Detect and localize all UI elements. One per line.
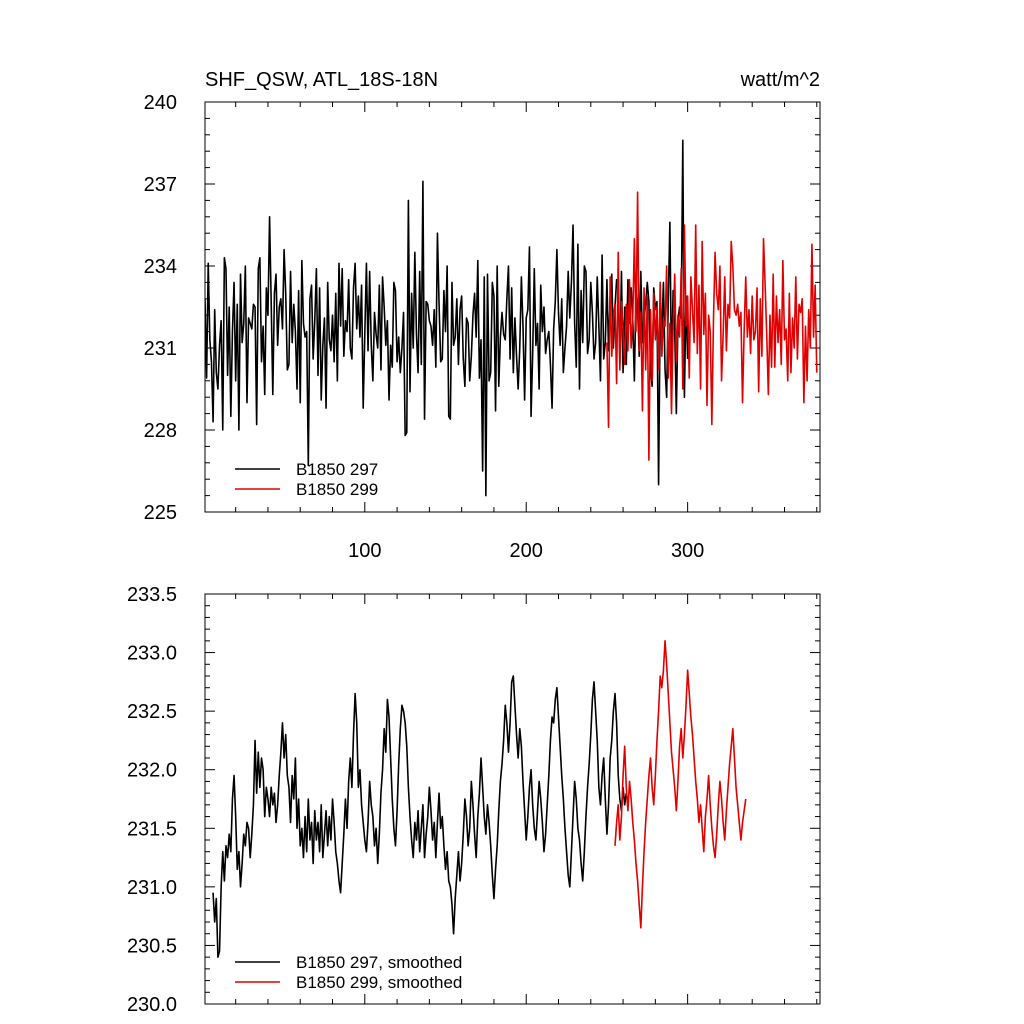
y-tick-label: 230.0 <box>127 994 177 1016</box>
bottom-panel: 230.0 230.5 231.0 231.5 232.0 232.5 233.0 233.5… <box>127 584 821 1016</box>
units-label: watt/m^2 <box>740 69 820 91</box>
plot-frame <box>204 593 821 1005</box>
series-line-2 <box>606 191 818 461</box>
top-panel: SHF_QSW, ATL_18S-18N watt/m^2 100 200 300 2… <box>144 69 821 562</box>
legend-label-1: B1850 297 <box>296 460 378 479</box>
y-tick-label: 233.0 <box>127 643 177 665</box>
legend-label-1: B1850 297, smoothed <box>296 953 462 972</box>
x-tick-label: 100 <box>348 540 381 562</box>
y-tick-label: 225 <box>144 502 177 524</box>
series-line-1 <box>205 139 689 497</box>
y-tick-label: 233.5 <box>127 584 177 606</box>
y-tick-label: 230.5 <box>127 935 177 957</box>
legend-label-2: B1850 299 <box>296 480 378 499</box>
y-tick-label: 231.0 <box>127 877 177 899</box>
y-tick-label: 232.0 <box>127 760 177 782</box>
series-line-1 <box>212 675 628 958</box>
y-tick-label: 232.5 <box>127 701 177 723</box>
x-tick-label: 200 <box>510 540 543 562</box>
y-tick-label: 237 <box>144 174 177 196</box>
legend-label-2: B1850 299, smoothed <box>296 973 462 992</box>
y-tick-label: 240 <box>144 92 177 114</box>
y-tick-label: 234 <box>144 256 177 278</box>
x-tick-label: 300 <box>671 540 704 562</box>
y-tick-label: 228 <box>144 420 177 442</box>
y-tick-label: 231.5 <box>127 818 177 840</box>
y-tick-label: 231 <box>144 338 177 360</box>
series-line-2 <box>614 640 747 929</box>
chart-title: SHF_QSW, ATL_18S-18N <box>205 69 438 91</box>
